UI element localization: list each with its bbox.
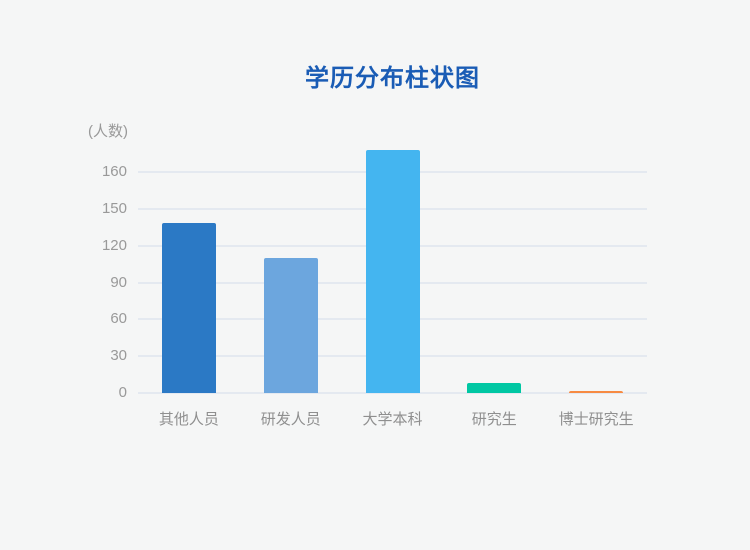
y-tick-label: 150 <box>101 200 127 217</box>
gridline <box>138 392 647 394</box>
bar <box>263 258 318 393</box>
y-tick-label: 90 <box>110 273 127 291</box>
x-axis-label: 大学本科 <box>362 411 423 428</box>
bar <box>365 150 420 393</box>
y-tick-label: 60 <box>110 310 127 328</box>
bar <box>569 390 624 393</box>
y-tick-label: 0 <box>118 384 127 401</box>
x-axis-label: 研发人员 <box>260 411 321 428</box>
bar <box>467 383 522 393</box>
y-axis-name: (人数) <box>88 123 128 140</box>
x-axis-label: 其他人员 <box>158 411 219 428</box>
bar <box>161 222 216 393</box>
chart-title: 学历分布柱状图 <box>305 65 480 92</box>
x-axis-label: 博士研究生 <box>558 411 634 428</box>
y-tick-label: 30 <box>110 347 127 365</box>
x-axis-label: 研究生 <box>471 411 517 428</box>
y-tick-label: 160 <box>101 163 127 181</box>
y-tick-label: 120 <box>101 236 127 254</box>
